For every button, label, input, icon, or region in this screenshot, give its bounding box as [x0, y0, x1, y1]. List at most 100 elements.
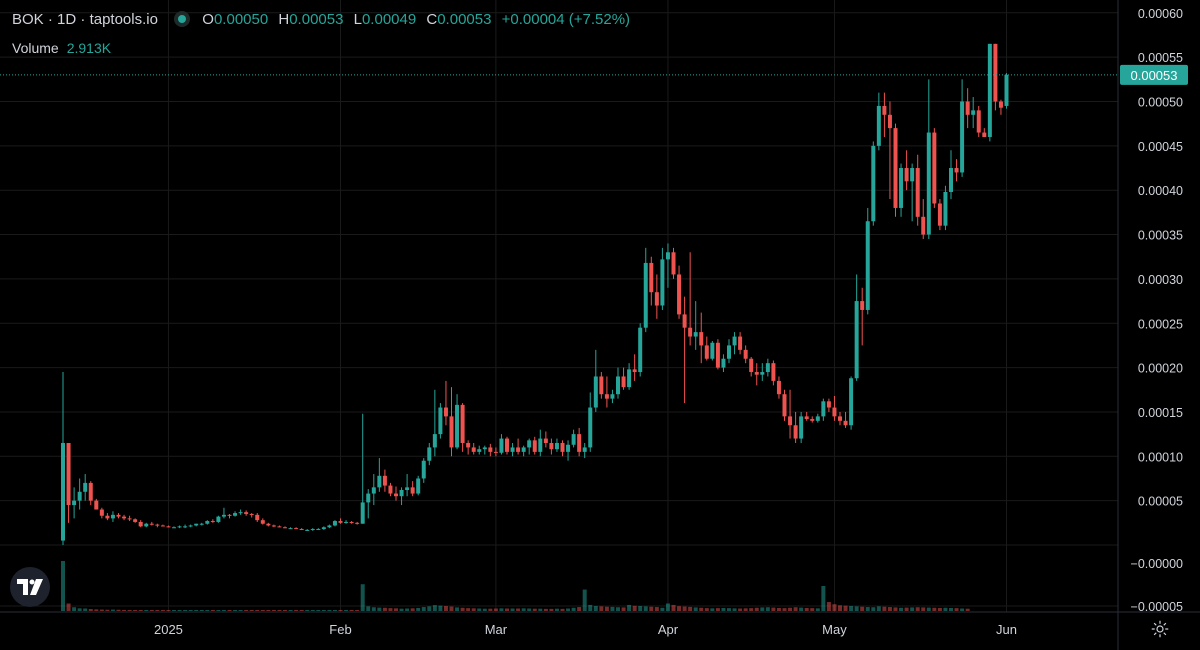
volume-bar: [860, 606, 865, 611]
volume-bar: [932, 607, 937, 611]
candle-body: [616, 376, 620, 395]
candle-body: [138, 521, 143, 527]
candle-body: [99, 509, 104, 516]
candle-body: [932, 132, 937, 204]
candle-body: [244, 512, 249, 514]
volume-bar: [77, 608, 82, 611]
candle-body: [410, 487, 415, 494]
candle-body: [677, 274, 682, 315]
volume-bar: [471, 608, 476, 611]
volume-bar: [61, 561, 65, 611]
volume-bar: [327, 610, 332, 611]
candle-body: [194, 523, 199, 526]
candle-body: [627, 369, 632, 388]
candle-body: [271, 525, 276, 527]
volume-bar: [399, 608, 404, 611]
volume-bar: [466, 608, 471, 611]
volume-bar: [394, 608, 398, 611]
candle-body: [604, 394, 609, 399]
candle-body: [776, 380, 781, 395]
volume-bar: [854, 606, 859, 611]
volume-bar: [782, 608, 787, 611]
candle-body: [477, 449, 482, 452]
candle-body: [804, 416, 809, 420]
candle-body: [305, 529, 310, 531]
volume-bar: [943, 607, 948, 611]
volume-bar: [771, 607, 776, 611]
volume-bar: [566, 608, 571, 611]
volume-bar: [949, 607, 953, 611]
candle-body: [443, 407, 448, 417]
candle-body: [388, 485, 393, 494]
volume-bar: [116, 609, 121, 611]
volume-bar: [432, 605, 437, 611]
volume-bar: [427, 606, 432, 611]
candle-body: [543, 438, 548, 443]
candle-body: [133, 519, 138, 522]
interval[interactable]: 1D: [57, 11, 77, 28]
candle-body: [771, 363, 776, 381]
volume-bar: [288, 610, 293, 611]
candle-body: [760, 372, 765, 375]
candle-body: [682, 314, 687, 328]
volume-bar: [244, 610, 249, 611]
candle-body: [88, 482, 93, 501]
y-axis[interactable]: 0.00060 0.00055 0.00050 0.00045 0.00040 0.000…: [1131, 7, 1184, 614]
candle-body: [205, 521, 210, 524]
volume-bar: [349, 610, 354, 611]
y-tick-label: 0.00045: [1138, 140, 1183, 154]
candle-body: [310, 529, 315, 531]
volume-bar: [937, 607, 942, 611]
volume-bar: [227, 610, 232, 611]
x-tick-label: May: [822, 622, 847, 637]
volume-bar: [521, 608, 526, 611]
last-price-label: 0.00053: [1131, 68, 1178, 83]
high-label: H: [278, 11, 290, 28]
volume-bar: [260, 610, 265, 611]
volume-bar: [843, 605, 848, 611]
volume-bar: [221, 610, 226, 611]
candle-body: [738, 336, 743, 350]
candle-body: [377, 475, 382, 488]
candle-body: [455, 404, 460, 448]
candle-body: [899, 168, 904, 208]
volume-label[interactable]: Volume: [12, 40, 59, 56]
volume-bar: [105, 609, 110, 611]
candle-body: [122, 516, 127, 519]
volume-bar: [516, 608, 521, 611]
candle-body: [610, 394, 615, 399]
candle-body: [560, 442, 565, 452]
candle-body: [221, 514, 226, 517]
volume-bar: [382, 607, 387, 611]
candle-body: [638, 327, 643, 373]
market-status-icon[interactable]: [174, 11, 191, 27]
volume-bar: [882, 606, 887, 611]
candle-body: [188, 525, 193, 527]
volume-bar: [776, 607, 781, 611]
tradingview-logo-icon[interactable]: [10, 567, 50, 607]
candle-body: [810, 419, 815, 421]
volume-bar: [110, 609, 115, 611]
volume-bar: [715, 608, 720, 611]
volume-bar: [355, 610, 360, 611]
candle-body: [449, 416, 454, 448]
volume-legend: Volume 2.913K: [12, 40, 111, 56]
symbol-legend: BOK · 1D · taptools.io O0.00050 H0.00053…: [12, 11, 631, 28]
volume-bar: [638, 606, 643, 611]
gear-icon[interactable]: [1151, 620, 1169, 638]
candle-body: [982, 132, 987, 137]
symbol-name[interactable]: BOK: [12, 11, 44, 28]
candle-body: [149, 523, 154, 525]
volume-bar: [688, 606, 693, 611]
x-axis[interactable]: 2025 Feb Mar Apr May Jun: [154, 622, 1017, 637]
volume-bar: [371, 607, 376, 611]
volume-bar: [505, 608, 509, 611]
volume-bar: [122, 609, 127, 611]
candle-body: [538, 438, 543, 452]
candle-body: [577, 434, 582, 452]
candle-body: [360, 502, 365, 524]
volume-bar: [699, 607, 704, 611]
volume-bar: [160, 610, 165, 611]
